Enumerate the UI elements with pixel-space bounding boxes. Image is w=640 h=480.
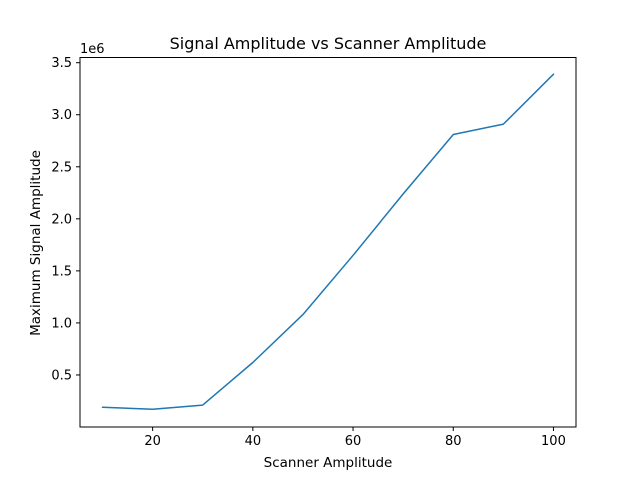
x-tick-label: 80 xyxy=(445,434,462,449)
plot-frame xyxy=(79,57,577,428)
y-tick-label: 3.5 xyxy=(51,56,72,71)
y-tick-label: 0.5 xyxy=(51,368,72,383)
y-axis-label: Maximum Signal Amplitude xyxy=(28,150,44,336)
y-offset-label: 1e6 xyxy=(80,42,105,57)
x-tick-label: 60 xyxy=(345,434,362,449)
x-tick-label: 100 xyxy=(541,434,566,449)
x-tick-label: 40 xyxy=(245,434,262,449)
series-line xyxy=(101,73,555,411)
chart-title: Signal Amplitude vs Scanner Amplitude xyxy=(170,34,487,53)
x-tick-label: 20 xyxy=(144,434,161,449)
y-tick-label: 2.0 xyxy=(51,212,72,227)
y-tick-label: 1.5 xyxy=(51,264,72,279)
y-tick-label: 1.0 xyxy=(51,316,72,331)
x-axis-label: Scanner Amplitude xyxy=(264,455,393,471)
y-tick-label: 2.5 xyxy=(51,160,72,175)
y-tick-label: 3.0 xyxy=(51,108,72,123)
